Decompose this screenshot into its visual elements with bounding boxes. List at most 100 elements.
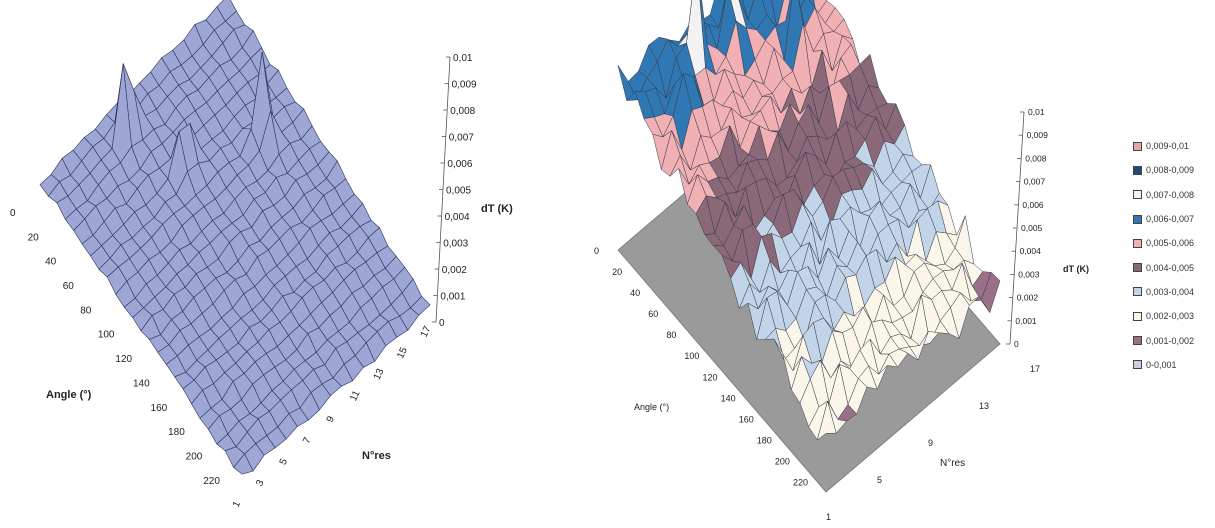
z-tick-label: 0,001 <box>1015 316 1037 326</box>
legend-item: 0,009-0,01 <box>1133 134 1211 158</box>
z-tick-label: 0,002 <box>1017 293 1039 303</box>
legend-item: 0,001-0,002 <box>1133 328 1211 352</box>
z-tick-label: 0 <box>439 318 445 329</box>
res-tick-label: 9 <box>325 414 338 424</box>
legend-label: 0,003-0,004 <box>1146 286 1195 297</box>
z-tick-label: 0,005 <box>1021 223 1043 233</box>
legend-swatch <box>1133 311 1142 321</box>
legend-label: 0,002-0,003 <box>1146 311 1195 322</box>
angle-tick-label: 0 <box>10 208 16 219</box>
legend-swatch <box>1133 190 1142 200</box>
angle-tick-label: 40 <box>630 288 640 298</box>
res-tick-label: 1 <box>231 499 244 509</box>
angle-tick-label: 80 <box>666 330 676 340</box>
legend-label: 0,006-0,007 <box>1146 214 1195 225</box>
legend-swatch <box>1133 336 1142 346</box>
legend-item: 0,008-0,009 <box>1133 158 1211 182</box>
legend-swatch <box>1133 165 1142 175</box>
angle-tick-label: 60 <box>648 309 658 319</box>
res-tick-label: 17 <box>1030 364 1040 374</box>
res-tick-label: 11 <box>348 389 363 403</box>
angle-tick-label: 200 <box>775 456 790 466</box>
legend-label: 0,007-0,008 <box>1146 189 1195 200</box>
z-tick-label: 0,009 <box>452 80 477 91</box>
surface-mesh <box>39 0 431 475</box>
z-axis-title: dT (K) <box>1063 264 1089 274</box>
angle-tick-label: 220 <box>793 477 808 487</box>
res-tick-label: 7 <box>301 435 314 445</box>
legend-swatch <box>1133 214 1142 224</box>
angle-tick-label: 120 <box>115 354 132 365</box>
z-tick-label: 0,007 <box>1024 177 1046 187</box>
angle-tick-label: 200 <box>186 451 203 462</box>
legend-item: 0,004-0,005 <box>1133 255 1211 279</box>
angle-tick-label: 160 <box>151 403 168 414</box>
angle-tick-label: 0 <box>594 246 599 256</box>
legend-swatch <box>1133 287 1142 297</box>
z-tick-label: 0,006 <box>447 159 472 170</box>
angle-tick-label: 140 <box>721 393 736 403</box>
res-tick-label: 5 <box>278 457 291 467</box>
angle-tick-label: 40 <box>45 257 57 268</box>
z-tick-label: 0,002 <box>442 265 467 276</box>
angle-tick-label: 60 <box>63 281 75 292</box>
angle-axis-title: Angle (°) <box>634 402 669 412</box>
z-tick-label: 0,009 <box>1027 130 1049 140</box>
z-tick-label: 0,005 <box>446 186 471 197</box>
res-tick-label: 13 <box>372 367 387 382</box>
angle-tick-label: 20 <box>28 232 40 243</box>
z-tick-label: 0,008 <box>450 106 475 117</box>
angle-tick-label: 160 <box>739 414 754 424</box>
legend-swatch <box>1133 263 1142 273</box>
legend-item: 0,006-0,007 <box>1133 207 1211 231</box>
res-tick-label: 13 <box>979 401 989 411</box>
legend-swatch <box>1133 238 1142 248</box>
legend-label: 0,001-0,002 <box>1146 335 1195 346</box>
z-tick-label: 0 <box>1014 339 1019 349</box>
left-surface-chart: 0 0,001 0,002 0,003 0,004 0,005 0,006 0,007 0,00… <box>10 0 513 509</box>
angle-tick-label: 180 <box>168 427 185 438</box>
z-tick-label: 0,01 <box>453 53 473 64</box>
angle-tick-label: 100 <box>98 330 115 341</box>
res-tick-label: 9 <box>928 438 933 448</box>
angle-tick-label: 220 <box>203 476 220 487</box>
res-tick-label: 3 <box>254 478 267 488</box>
z-tick-label: 0,006 <box>1022 200 1044 210</box>
legend-label: 0,004-0,005 <box>1146 262 1195 273</box>
legend-swatch <box>1133 360 1142 370</box>
legend-label: 0,005-0,006 <box>1146 238 1195 249</box>
angle-tick-label: 120 <box>703 372 718 382</box>
res-axis-title: N°res <box>940 458 965 469</box>
angle-tick-label: 80 <box>80 305 92 316</box>
z-tick-label: 0,008 <box>1025 153 1047 163</box>
chart-legend: 0,009-0,01 0,008-0,009 0,007-0,008 0,006-0,… <box>1133 134 1211 377</box>
angle-axis-title: Angle (°) <box>46 389 92 401</box>
legend-label: 0,009-0,01 <box>1146 141 1190 152</box>
z-tick-label: 0,001 <box>440 292 465 303</box>
res-tick-label: 1 <box>826 512 831 522</box>
surface-cell <box>233 453 254 475</box>
angle-tick-label: 140 <box>133 378 150 389</box>
angle-tick-label: 100 <box>684 351 699 361</box>
z-tick-label: 0,007 <box>449 133 474 144</box>
right-surface-chart: 0 0,001 0,002 0,003 0,004 0,005 0,006 0,007 0,00… <box>594 0 1089 522</box>
res-tick-label: 15 <box>395 345 410 360</box>
angle-tick-label: 180 <box>757 435 772 445</box>
res-tick-label: 17 <box>419 324 434 339</box>
surface-mesh <box>617 0 1001 441</box>
res-axis-title: N°res <box>362 450 391 462</box>
legend-item: 0,002-0,003 <box>1133 304 1211 328</box>
legend-label: 0,008-0,009 <box>1146 165 1195 176</box>
legend-swatch <box>1133 141 1142 151</box>
z-tick-label: 0,003 <box>1018 269 1040 279</box>
z-axis-title: dT (K) <box>481 203 513 215</box>
legend-item: 0,007-0,008 <box>1133 183 1211 207</box>
z-tick-label: 0,003 <box>443 239 468 250</box>
legend-item: 0,003-0,004 <box>1133 280 1211 304</box>
legend-label: 0-0,001 <box>1146 359 1177 370</box>
z-tick-label: 0,004 <box>1020 246 1042 256</box>
z-tick-label: 0,01 <box>1028 107 1045 117</box>
angle-tick-label: 20 <box>612 267 622 277</box>
surface-cell <box>816 400 837 441</box>
